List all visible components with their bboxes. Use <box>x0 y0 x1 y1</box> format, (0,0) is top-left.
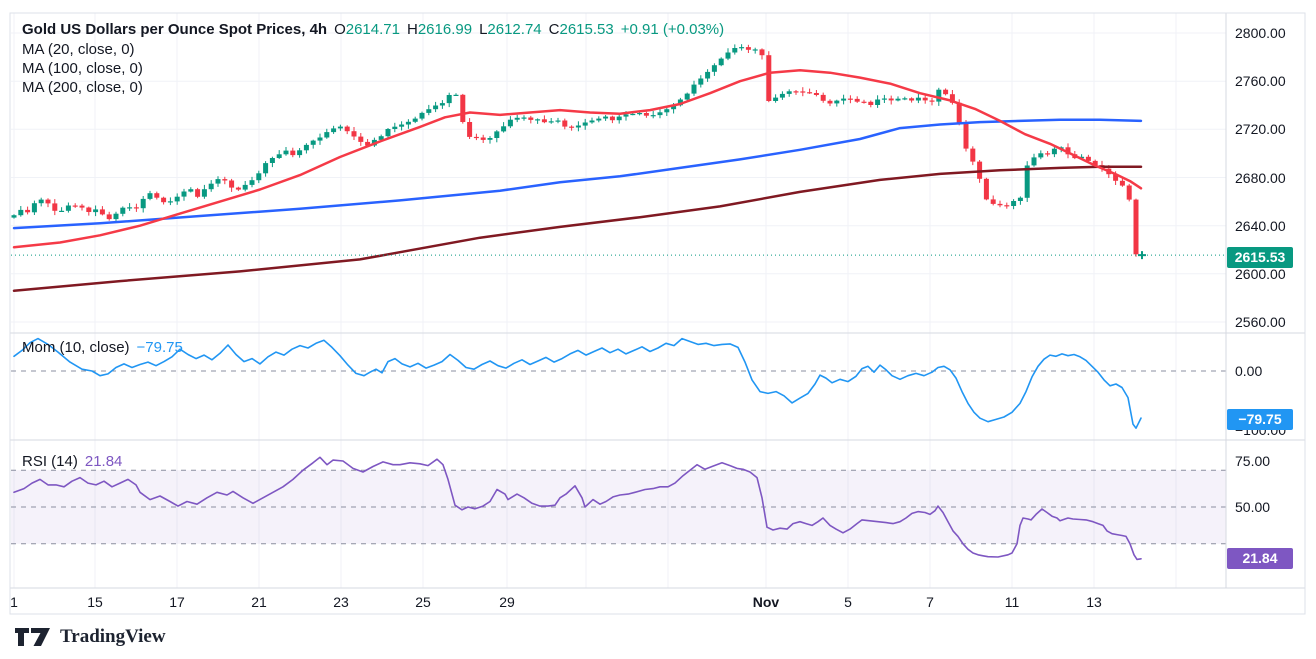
time-axis-label: 5 <box>844 594 852 610</box>
time-axis-label: 23 <box>333 594 349 610</box>
symbol-title: Gold US Dollars per Ounce Spot Prices, 4… <box>22 21 328 38</box>
time-axis-label: 21 <box>251 594 267 610</box>
ma20-line <box>12 69 1143 249</box>
rsi-line <box>13 456 1142 561</box>
grid-vertical <box>13 13 1177 588</box>
time-axis[interactable] <box>10 588 1305 614</box>
price-axis-label: 2560.00 <box>1235 314 1286 330</box>
tradingview-logo[interactable]: TradingView <box>14 626 166 648</box>
price-change: +0.91 (+0.03%) <box>620 21 725 38</box>
current-price-badge: 2615.53 <box>1227 247 1293 268</box>
price-axis-label: 2600.00 <box>1235 265 1286 282</box>
tradingview-logo-text: TradingView <box>60 626 166 647</box>
price-axis-label: 2720.00 <box>1235 121 1286 138</box>
legend-ma100[interactable]: MA (100, close, 0) <box>22 60 143 77</box>
time-axis-label: 25 <box>415 594 431 610</box>
momentum-label: Mom (10, close) <box>22 339 130 356</box>
price-axis[interactable] <box>1226 13 1305 588</box>
time-axis-label: Nov <box>752 594 780 610</box>
price-axis-label: 2640.00 <box>1235 217 1286 234</box>
price-axis-label: 2760.00 <box>1235 73 1286 90</box>
ma100-line <box>12 118 1143 230</box>
ohlc-high: H2616.99 <box>406 21 473 38</box>
rsi-axis-label: 50.00 <box>1235 499 1271 515</box>
time-axis-label: 7 <box>926 594 934 610</box>
time-axis-label: 17 <box>169 594 185 610</box>
momentum-line <box>13 337 1142 430</box>
time-axis-label: 15 <box>87 594 103 610</box>
time-axis-label: 13 <box>1086 594 1102 610</box>
ma200-line <box>12 165 1143 292</box>
legend-ma20[interactable]: MA (20, close, 0) <box>22 41 135 58</box>
tradingview-logo-icon <box>15 628 50 646</box>
time-axis-label: 11 <box>1004 594 1020 610</box>
ohlc-low: L2612.74 <box>479 21 542 38</box>
time-axis-label: 29 <box>499 594 515 610</box>
legend-ma200[interactable]: MA (200, close, 0) <box>22 79 143 96</box>
price-axis-label: 2680.00 <box>1235 169 1286 186</box>
momentum-axis-label: 0.00 <box>1235 363 1263 379</box>
time-axis-label: 1 <box>10 594 18 610</box>
symbol-legend[interactable]: Gold US Dollars per Ounce Spot Prices, 4… <box>22 21 724 38</box>
momentum-badge: −79.75 <box>1227 409 1293 430</box>
ohlc-close: C2615.53 <box>548 21 614 38</box>
candles <box>11 44 1139 257</box>
rsi-axis-label: 75.00 <box>1235 453 1271 469</box>
momentum-legend[interactable]: Mom (10, close) −79.75 <box>22 339 183 356</box>
rsi-label: RSI (14) <box>22 453 78 470</box>
rsi-legend[interactable]: RSI (14) 21.84 <box>22 453 122 470</box>
rsi-value: 21.84 <box>84 453 123 470</box>
rsi-badge: 21.84 <box>1227 548 1293 569</box>
widget-frame <box>9 12 1306 615</box>
chart-plot-area[interactable] <box>10 13 1226 588</box>
momentum-value: −79.75 <box>136 339 183 356</box>
ohlc-open: O2614.71 <box>334 21 400 38</box>
price-axis-label: 2800.00 <box>1235 25 1286 41</box>
